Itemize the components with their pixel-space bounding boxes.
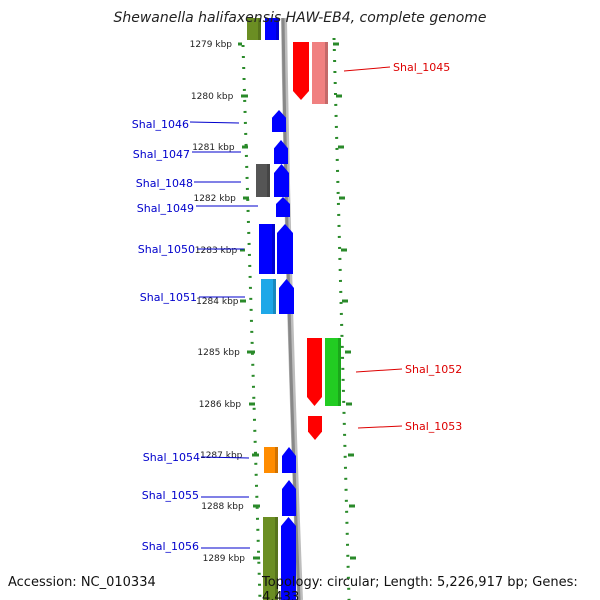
inner-right-dotted-line <box>332 37 351 600</box>
gene-blue-top-shade <box>276 18 279 40</box>
gene-shal-1050-arrow <box>277 224 293 274</box>
gene-label-left: Shal_1049 <box>137 202 194 215</box>
gene-shal-1051-block <box>261 279 276 314</box>
gene-label-right: Shal_1053 <box>405 420 462 433</box>
gene-shal-1050-block-shade <box>272 224 275 274</box>
gene-blue-top <box>265 18 279 40</box>
gene-shal-1054-arrow <box>282 447 296 473</box>
gene-shal-1051-arrow <box>279 279 294 314</box>
gene-pink-block-shade <box>325 42 328 104</box>
leader-line-right <box>355 368 403 373</box>
gene-label-left: Shal_1056 <box>142 540 199 553</box>
gene-shal-1056-block-shade <box>275 517 278 600</box>
gene-shal-1052-block-shade <box>338 338 341 406</box>
gene-shal-1054-block-shade <box>275 447 278 473</box>
gene-label-left: Shal_1047 <box>133 148 190 161</box>
leader-line-left <box>200 456 250 459</box>
gene-shal-1054-block <box>264 447 278 473</box>
gene-pink-block <box>312 42 328 104</box>
gene-shal-1051-block-shade <box>273 279 276 314</box>
ruler-label: 1289 kbp <box>203 554 246 564</box>
ruler-label: 1283 kbp <box>195 246 238 256</box>
ruler-label: 1288 kbp <box>201 502 244 512</box>
ruler-label: 1287 kbp <box>200 451 243 461</box>
gene-olive-top <box>247 18 261 40</box>
gene-label-right: Shal_1045 <box>393 61 450 74</box>
gene-label-left: Shal_1048 <box>136 177 193 190</box>
ruler-label: 1281 kbp <box>192 143 235 153</box>
gene-label-left: Shal_1051 <box>140 291 197 304</box>
gene-shal-1050-block <box>259 224 275 274</box>
ruler-label: 1279 kbp <box>190 40 233 50</box>
gene-shal-1056-block <box>263 517 278 600</box>
gene-shal-1048-block-shade <box>267 164 270 197</box>
leader-line-left <box>189 121 240 124</box>
gene-label-left: Shal_1054 <box>143 451 200 464</box>
gene-shal-1053-arrow <box>308 416 322 440</box>
ruler-label: 1286 kbp <box>199 400 242 410</box>
gene-label-left: Shal_1046 <box>132 118 189 131</box>
gene-label-left: Shal_1055 <box>142 489 199 502</box>
inner-left-dotted-line <box>241 44 262 600</box>
gene-label-right: Shal_1052 <box>405 363 462 376</box>
gene-shal-1049-arrow <box>276 197 290 217</box>
accession-label: Accession: NC_010334 <box>8 575 156 590</box>
gene-shal-1046-arrow <box>272 110 286 132</box>
ruler-label: 1285 kbp <box>197 348 240 358</box>
ruler-label: 1284 kbp <box>196 297 239 307</box>
gene-olive-top-shade <box>258 18 261 40</box>
gene-label-left: Shal_1050 <box>138 243 195 256</box>
leader-line-right <box>357 425 403 429</box>
gene-shal-1048-arrow <box>274 164 289 197</box>
ruler-label: 1282 kbp <box>193 194 236 204</box>
ruler-label: 1280 kbp <box>191 92 234 102</box>
leader-line-right <box>343 66 391 72</box>
gene-shal-1055-arrow <box>282 480 296 516</box>
gene-shal-1047-arrow <box>274 140 288 164</box>
gene-shal-1056-arrow <box>281 517 296 600</box>
genome-summary: Topology: circular; Length: 5,226,917 bp… <box>262 575 578 600</box>
gene-shal-1052-block <box>325 338 341 406</box>
gene-shal-1048-block <box>256 164 270 197</box>
gene-shal-1045-arrow <box>293 42 309 100</box>
map-title: Shewanella halifaxensis HAW-EB4, complet… <box>113 10 487 26</box>
gene-shal-1052-arrow <box>307 338 322 406</box>
